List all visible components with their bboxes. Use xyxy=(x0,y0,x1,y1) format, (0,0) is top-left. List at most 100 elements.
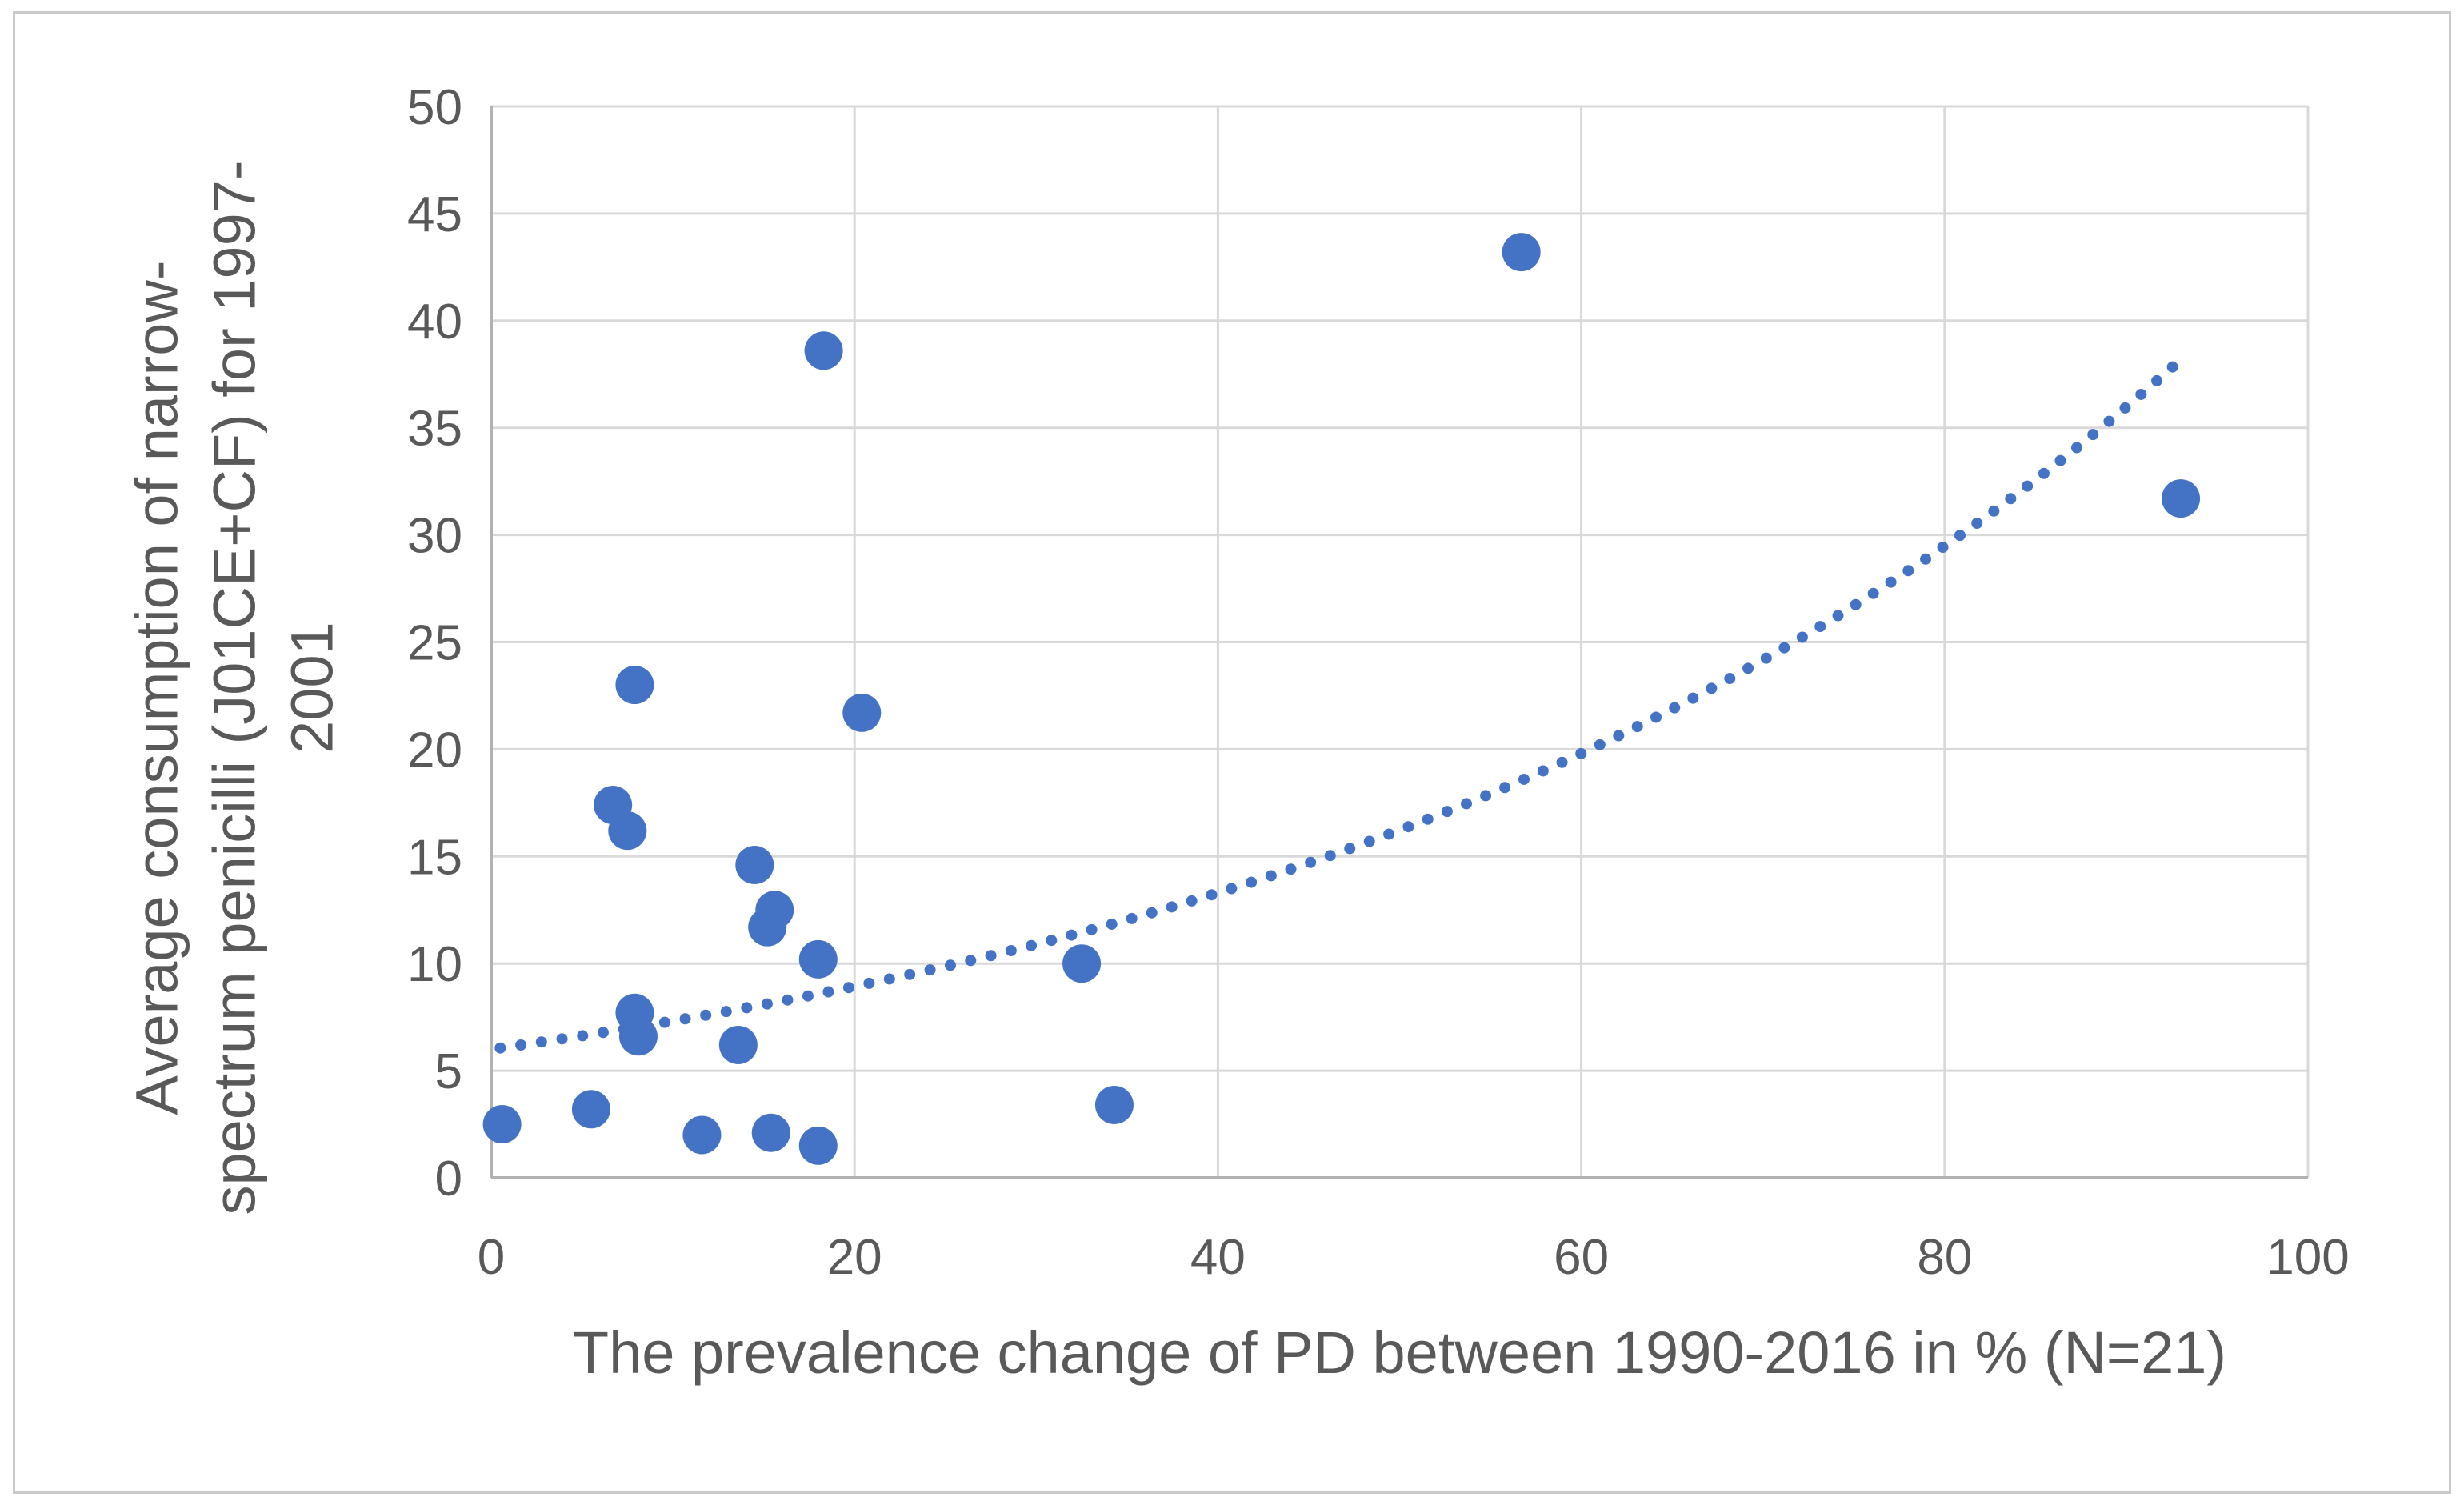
data-point xyxy=(571,1090,610,1129)
trendline-dot xyxy=(924,964,936,976)
trendline-dot xyxy=(1760,652,1772,664)
y-tick-label: 15 xyxy=(407,830,462,885)
y-tick-label: 35 xyxy=(407,402,462,457)
trendline-dot xyxy=(1937,542,1949,554)
trendline-dot xyxy=(1026,939,1038,951)
trendline-dot xyxy=(1480,790,1492,802)
trendline-dot xyxy=(1422,813,1434,825)
trendline-dot xyxy=(1706,682,1718,694)
trendline-dot xyxy=(2038,467,2050,479)
trendline-dot xyxy=(1046,935,1058,947)
x-tick-label: 100 xyxy=(2266,1230,2349,1285)
trendline-dot xyxy=(1575,747,1587,759)
data-point xyxy=(615,666,654,705)
trendline-dot xyxy=(1461,798,1473,810)
trendline-dot xyxy=(1687,692,1699,704)
trendline-dot xyxy=(1669,702,1681,714)
trendline-dot xyxy=(720,1006,732,1018)
y-tick-label: 5 xyxy=(435,1044,462,1099)
trendline-dot xyxy=(1742,662,1754,674)
trendline-dot xyxy=(985,950,997,962)
x-tick-label: 80 xyxy=(1917,1230,1972,1285)
trendline-dot xyxy=(1724,673,1736,685)
data-point xyxy=(1502,233,1541,272)
trendline-dot xyxy=(1796,631,1808,643)
trendline-dot xyxy=(1778,642,1790,654)
trendline-dot xyxy=(2166,361,2178,373)
trendline-dot xyxy=(1305,856,1317,868)
trendline-dot xyxy=(761,998,773,1010)
trendline-dot xyxy=(1954,530,1966,542)
data-point xyxy=(2162,479,2201,518)
y-tick-label: 40 xyxy=(407,294,462,350)
trendline-dot xyxy=(1126,912,1138,924)
trendline-dot xyxy=(658,1016,670,1028)
x-tick-label: 60 xyxy=(1554,1230,1609,1285)
data-point xyxy=(755,891,794,930)
trendline-dot xyxy=(1850,598,1862,610)
trendline-dot xyxy=(1285,863,1297,875)
data-point xyxy=(798,939,838,979)
trendline-dot xyxy=(965,955,977,967)
y-tick-label: 45 xyxy=(407,187,462,242)
trendline-dot xyxy=(1402,821,1414,833)
trendline-dot xyxy=(741,1002,753,1014)
y-tick-label: 25 xyxy=(407,616,462,671)
trendline-dot xyxy=(1441,806,1453,818)
trendline-dot xyxy=(1066,929,1078,941)
trendline-dot xyxy=(944,959,956,971)
trendline-dot xyxy=(1613,730,1625,742)
y-axis-title-line: Average consumption of narrow- xyxy=(123,260,190,1115)
trendline-dot xyxy=(1867,587,1879,599)
data-point xyxy=(804,331,843,370)
y-axis-title-line: 2001 xyxy=(278,622,346,754)
trendline-dot xyxy=(1206,889,1218,901)
data-point xyxy=(1094,1085,1134,1124)
trendline-dot xyxy=(535,1036,547,1048)
trendline-dot xyxy=(2087,429,2099,441)
trendline-dot xyxy=(802,990,814,1002)
x-tick-label: 20 xyxy=(827,1230,882,1285)
trendline-dot xyxy=(1537,765,1549,777)
trendline-dot xyxy=(1086,923,1098,935)
trendline-dot xyxy=(2005,493,2017,505)
x-axis-title: The prevalence change of PD between 1990… xyxy=(572,1319,2227,1386)
data-point xyxy=(751,1113,790,1152)
trendline-dot xyxy=(1363,835,1375,847)
trendline-dot xyxy=(2103,415,2115,427)
data-point xyxy=(608,811,647,851)
trendline-dot xyxy=(1814,621,1826,633)
trendline-dot xyxy=(2135,388,2147,400)
trendline-dot xyxy=(1988,505,2000,517)
trendline-dot xyxy=(863,977,875,989)
trendline-dot xyxy=(2119,402,2131,414)
trendline-dot xyxy=(1650,711,1662,723)
y-axis-title-line: spectrum penicilli (J01CE+CF) for 1997- xyxy=(201,160,268,1215)
trendline-dot xyxy=(1106,918,1118,930)
data-point xyxy=(735,846,774,885)
x-tick-label: 0 xyxy=(478,1230,505,1285)
trendline-dot xyxy=(1902,565,1914,577)
data-point xyxy=(682,1115,722,1155)
trendline-dot xyxy=(822,986,834,998)
y-axis-title: Average consumption of narrow- spectrum … xyxy=(118,48,351,1328)
trendline-dot xyxy=(1631,721,1643,733)
trendline-dot xyxy=(577,1030,589,1042)
x-tick-label: 40 xyxy=(1190,1230,1246,1285)
data-point xyxy=(482,1105,522,1144)
trendline-dot xyxy=(883,973,895,985)
trendline-dot xyxy=(679,1013,691,1025)
trendline-dot xyxy=(597,1027,609,1039)
data-point xyxy=(798,1126,838,1165)
data-point xyxy=(842,693,882,732)
trendline-dot xyxy=(494,1042,506,1054)
trendline-dot xyxy=(2022,480,2034,492)
trendline-dot xyxy=(1594,738,1606,750)
trendline-dot xyxy=(1005,945,1017,957)
trendline-dot xyxy=(904,968,916,980)
trendline-dot xyxy=(1226,883,1238,895)
trendline-dot xyxy=(2151,374,2163,386)
data-point xyxy=(718,1025,758,1064)
